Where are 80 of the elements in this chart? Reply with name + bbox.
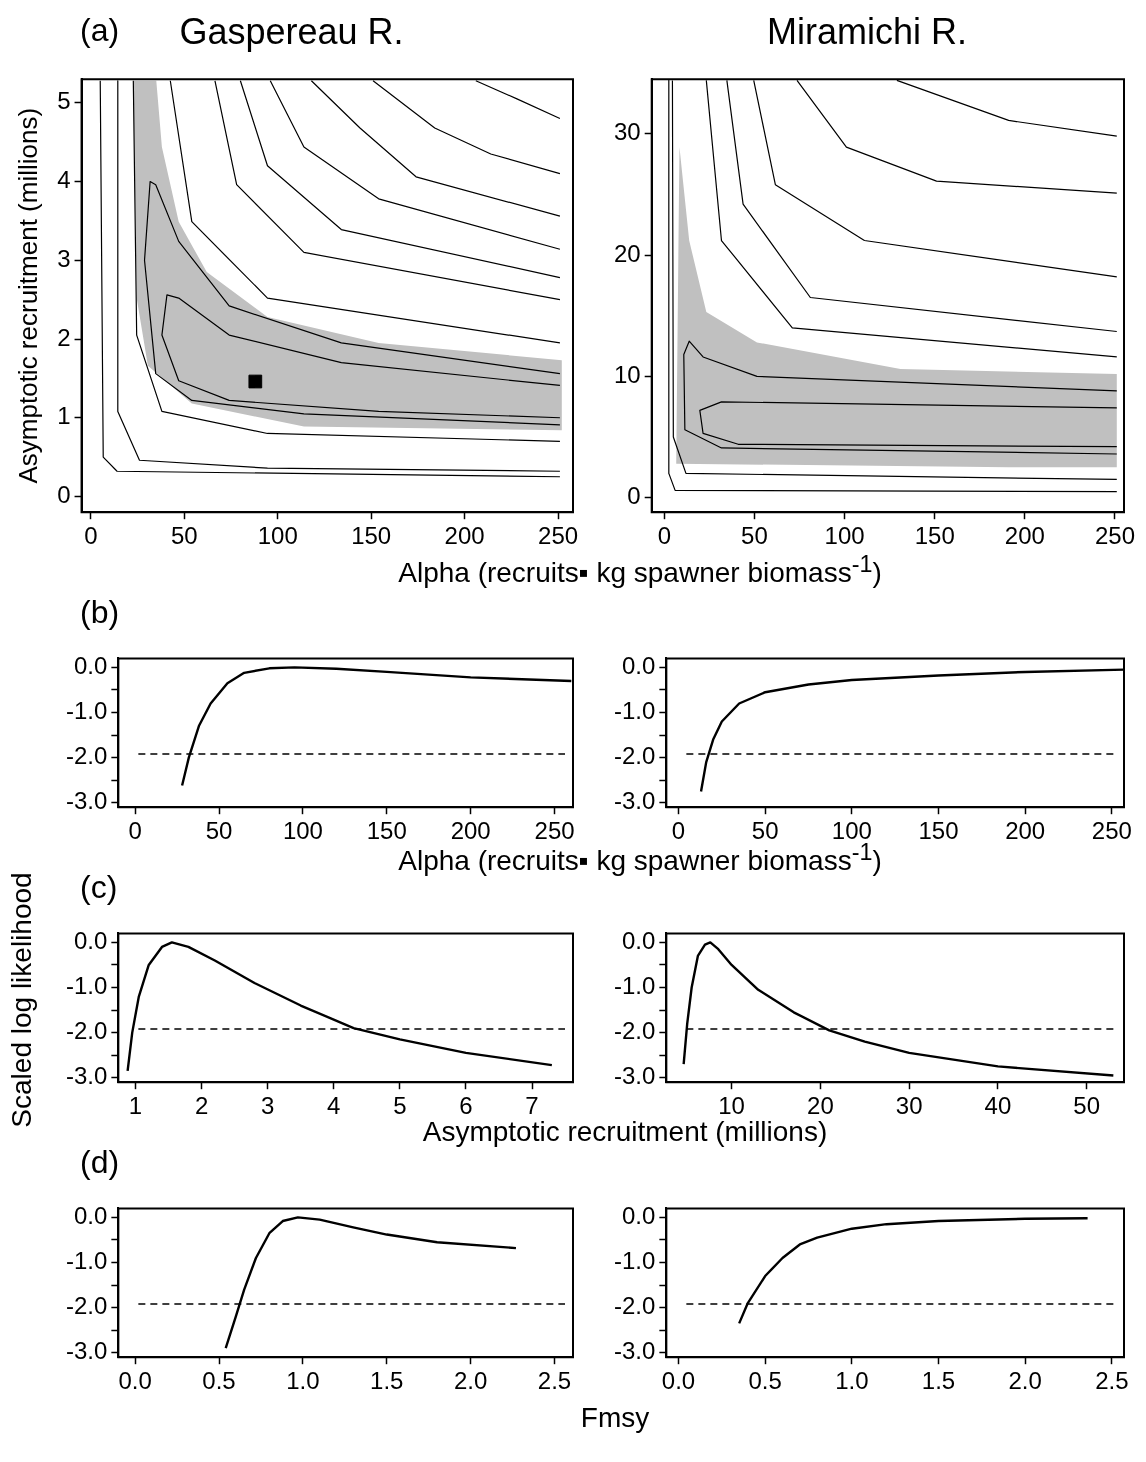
x-tick-label: 250 xyxy=(1091,817,1132,845)
x-tick-label: 0.5 xyxy=(748,1367,782,1395)
y-tick-label: 0 xyxy=(57,481,71,509)
y-tick-label: -3.0 xyxy=(614,1337,656,1365)
x-tick-label: 50 xyxy=(205,817,233,845)
x-tick-label: 200 xyxy=(1004,522,1045,550)
y-tick-label: -1.0 xyxy=(66,972,108,1000)
y-tick-label: 0.0 xyxy=(621,1202,656,1230)
x-tick-label: 2 xyxy=(194,1092,209,1120)
x-tick-label: 3 xyxy=(261,1092,275,1120)
x-tick-label: 250 xyxy=(538,522,579,550)
x-tick-label: 1.5 xyxy=(370,1367,404,1395)
x-tick-label: 1.0 xyxy=(835,1367,869,1395)
y-tick-label: 0.0 xyxy=(621,652,656,680)
y-tick-label: -2.0 xyxy=(66,1292,108,1320)
y-tick-label: 0 xyxy=(627,482,641,510)
y-tick-label: -2.0 xyxy=(614,1292,656,1320)
x-tick-label: 2.5 xyxy=(537,1367,572,1395)
x-tick-label: 200 xyxy=(1005,817,1046,845)
y-tick-label: 10 xyxy=(613,360,641,388)
y-tick-label: 0.0 xyxy=(73,927,108,955)
x-tick-label: 250 xyxy=(1094,522,1136,550)
y-tick-label: 1 xyxy=(57,402,71,430)
text: (b) xyxy=(80,593,120,631)
y-tick-label: -1.0 xyxy=(614,972,656,1000)
y-tick-label: -1.0 xyxy=(614,697,656,725)
x-tick-label: 200 xyxy=(444,522,485,550)
y-tick-label: 30 xyxy=(613,118,641,146)
x-tick-label: 40 xyxy=(984,1092,1012,1120)
x-tick-label: 100 xyxy=(824,522,865,550)
x-tick-label: 2.0 xyxy=(1008,1367,1042,1395)
y-tick-label: -1.0 xyxy=(614,1247,656,1275)
y-tick-label: 0.0 xyxy=(73,652,108,680)
y-tick-label: -3.0 xyxy=(66,1062,108,1090)
x-tick-label: 2.5 xyxy=(1095,1367,1129,1395)
chart-title: Gaspereau R. xyxy=(179,10,404,52)
y-tick-label: -1.0 xyxy=(66,697,108,725)
y-tick-label: -3.0 xyxy=(66,787,108,815)
text: (d) xyxy=(80,1143,120,1181)
x-tick-label: 150 xyxy=(918,817,959,845)
x-tick-label: 2.0 xyxy=(453,1367,488,1395)
y-tick-label: -3.0 xyxy=(614,787,656,815)
x-tick-label: 0.0 xyxy=(118,1367,152,1395)
text: (a) xyxy=(80,11,120,49)
x-tick-label: 100 xyxy=(257,522,298,550)
y-tick-label: -2.0 xyxy=(614,1017,656,1045)
x-tick-label: 0.0 xyxy=(661,1367,696,1395)
y-tick-label: -2.0 xyxy=(614,742,656,770)
y-axis-title: Scaled log likelihood xyxy=(6,872,38,1128)
y-tick-label: -3.0 xyxy=(66,1337,108,1365)
y-axis-title: Asymptotic recruitment (millions) xyxy=(12,107,43,484)
x-tick-label: 1 xyxy=(128,1092,143,1120)
x-tick-label: 50 xyxy=(741,522,768,550)
x-tick-label: 1.0 xyxy=(286,1367,320,1395)
chart-title: Miramichi R. xyxy=(766,10,968,52)
y-tick-label: -2.0 xyxy=(66,1017,108,1045)
x-tick-label: 1.5 xyxy=(921,1367,956,1395)
y-tick-label: 4 xyxy=(57,166,71,194)
x-tick-label: 150 xyxy=(351,522,392,550)
y-tick-label: -1.0 xyxy=(66,1247,108,1275)
x-tick-label: 50 xyxy=(170,522,198,550)
x-axis-title: Alpha (recruits▪ kg spawner biomass$^{-1}$) xyxy=(398,550,882,590)
y-tick-label: 20 xyxy=(613,239,641,267)
x-tick-label: 0 xyxy=(128,817,142,845)
y-tick-label: -3.0 xyxy=(614,1062,656,1090)
y-tick-label: 3 xyxy=(57,244,71,272)
x-tick-label: 4 xyxy=(327,1092,341,1120)
x-tick-label: 5 xyxy=(393,1092,407,1120)
y-tick-label: 0.0 xyxy=(73,1202,108,1230)
y-tick-label: 0.0 xyxy=(621,927,656,955)
text: (c) xyxy=(80,868,118,906)
x-tick-label: 150 xyxy=(914,522,955,550)
x-tick-label: 50 xyxy=(1073,1092,1101,1120)
x-tick-label: 30 xyxy=(895,1092,923,1120)
x-tick-label: 0.5 xyxy=(202,1367,236,1395)
x-axis-title: Fmsy xyxy=(580,1402,650,1434)
y-tick-label: 2 xyxy=(57,323,71,351)
y-tick-label: 5 xyxy=(57,87,71,115)
x-tick-label: 100 xyxy=(282,817,323,845)
y-tick-label: -2.0 xyxy=(66,742,108,770)
